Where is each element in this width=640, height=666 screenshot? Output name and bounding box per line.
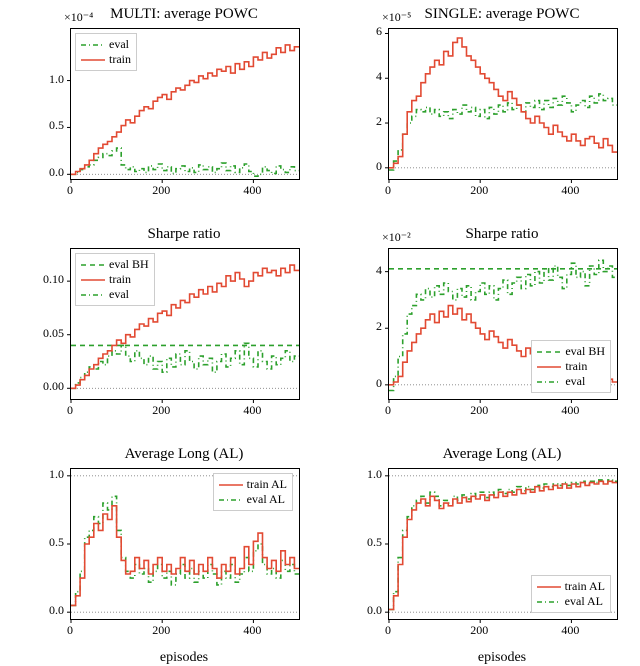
x-tick-label: 0 bbox=[374, 183, 402, 198]
x-tick-label: 0 bbox=[56, 403, 84, 418]
axis-exponent: ×10⁻⁴ bbox=[64, 10, 93, 25]
legend-label: train bbox=[565, 359, 587, 374]
series-line bbox=[71, 343, 299, 388]
y-tick-label: 0.5 bbox=[367, 535, 382, 550]
legend-swatch bbox=[81, 259, 105, 271]
legend-swatch bbox=[81, 289, 105, 301]
axis-exponent: ×10⁻² bbox=[382, 230, 411, 245]
y-tick-label: 6 bbox=[376, 24, 382, 39]
y-tick-label: 2 bbox=[376, 114, 382, 129]
y-tick-label: 0.5 bbox=[49, 118, 64, 133]
x-tick-label: 200 bbox=[465, 403, 493, 418]
y-tick-label: 0.00 bbox=[43, 379, 64, 394]
legend: eval BHtraineval bbox=[75, 253, 155, 306]
legend-item: train AL bbox=[537, 579, 605, 594]
legend-item: eval bbox=[81, 287, 149, 302]
y-tick-label: 4 bbox=[376, 263, 382, 278]
legend-label: train bbox=[109, 272, 131, 287]
legend-swatch bbox=[219, 494, 243, 506]
x-tick-label: 400 bbox=[238, 403, 266, 418]
legend-swatch bbox=[81, 39, 105, 51]
y-tick-label: 1.0 bbox=[367, 467, 382, 482]
legend: eval BHtraineval bbox=[531, 340, 611, 393]
y-tick-label: 0.05 bbox=[43, 326, 64, 341]
y-tick-label: 0.0 bbox=[367, 603, 382, 618]
legend-swatch bbox=[81, 274, 105, 286]
x-tick-label: 0 bbox=[374, 623, 402, 638]
x-axis-label: episodes bbox=[388, 650, 616, 666]
x-tick-label: 400 bbox=[238, 183, 266, 198]
x-tick-label: 0 bbox=[56, 183, 84, 198]
legend: train ALeval AL bbox=[213, 473, 293, 511]
y-tick-label: 1.0 bbox=[49, 72, 64, 87]
legend-item: eval BH bbox=[537, 344, 605, 359]
legend-label: train AL bbox=[247, 477, 287, 492]
series-line bbox=[71, 506, 299, 606]
series-line bbox=[389, 38, 617, 168]
panel-title: Sharpe ratio bbox=[388, 226, 616, 243]
y-tick-label: 0.5 bbox=[49, 535, 64, 550]
legend-swatch bbox=[81, 54, 105, 66]
legend-label: eval AL bbox=[565, 594, 603, 609]
x-tick-label: 400 bbox=[556, 183, 584, 198]
y-tick-label: 2 bbox=[376, 319, 382, 334]
legend-label: eval bbox=[109, 37, 129, 52]
legend-item: eval bbox=[81, 37, 131, 52]
y-tick-label: 0 bbox=[376, 159, 382, 174]
y-tick-label: 0.10 bbox=[43, 272, 64, 287]
legend-label: eval bbox=[565, 374, 585, 389]
figure-root: MULTI: average POWC×10⁻⁴02004000.00.51.0… bbox=[0, 0, 640, 665]
x-tick-label: 400 bbox=[556, 623, 584, 638]
series-line bbox=[71, 148, 299, 176]
legend: train ALeval AL bbox=[531, 575, 611, 613]
legend: evaltrain bbox=[75, 33, 137, 71]
series-line bbox=[71, 496, 299, 605]
y-tick-label: 0.0 bbox=[49, 603, 64, 618]
panel-title: SINGLE: average POWC bbox=[388, 6, 616, 23]
panel-title: MULTI: average POWC bbox=[70, 6, 298, 23]
y-tick-label: 0 bbox=[376, 376, 382, 391]
legend-item: train bbox=[537, 359, 605, 374]
x-tick-label: 0 bbox=[374, 403, 402, 418]
x-tick-label: 200 bbox=[465, 623, 493, 638]
legend-item: eval bbox=[537, 374, 605, 389]
x-tick-label: 200 bbox=[147, 403, 175, 418]
chart-panel bbox=[388, 28, 618, 180]
legend-label: train AL bbox=[565, 579, 605, 594]
plot-area bbox=[389, 29, 617, 179]
panel-title: Average Long (AL) bbox=[388, 446, 616, 463]
legend-swatch bbox=[219, 479, 243, 491]
legend-label: eval bbox=[109, 287, 129, 302]
x-tick-label: 400 bbox=[556, 403, 584, 418]
x-tick-label: 400 bbox=[238, 623, 266, 638]
x-tick-label: 200 bbox=[147, 183, 175, 198]
y-tick-label: 0.0 bbox=[49, 165, 64, 180]
legend-swatch bbox=[537, 581, 561, 593]
panel-title: Sharpe ratio bbox=[70, 226, 298, 243]
legend-item: train bbox=[81, 52, 131, 67]
axis-exponent: ×10⁻⁵ bbox=[382, 10, 411, 25]
legend-item: eval AL bbox=[219, 492, 287, 507]
x-tick-label: 200 bbox=[147, 623, 175, 638]
x-tick-label: 0 bbox=[56, 623, 84, 638]
legend-swatch bbox=[537, 596, 561, 608]
panel-title: Average Long (AL) bbox=[70, 446, 298, 463]
legend-label: eval AL bbox=[247, 492, 285, 507]
legend-swatch bbox=[537, 346, 561, 358]
legend-swatch bbox=[537, 376, 561, 388]
legend-item: eval AL bbox=[537, 594, 605, 609]
legend-item: eval BH bbox=[81, 257, 149, 272]
x-axis-label: episodes bbox=[70, 650, 298, 666]
x-tick-label: 200 bbox=[465, 183, 493, 198]
legend-item: train AL bbox=[219, 477, 287, 492]
legend-label: eval BH bbox=[565, 344, 605, 359]
legend-label: eval BH bbox=[109, 257, 149, 272]
legend-label: train bbox=[109, 52, 131, 67]
legend-item: train bbox=[81, 272, 149, 287]
y-tick-label: 1.0 bbox=[49, 467, 64, 482]
y-tick-label: 4 bbox=[376, 69, 382, 84]
series-line bbox=[389, 94, 617, 170]
legend-swatch bbox=[537, 361, 561, 373]
